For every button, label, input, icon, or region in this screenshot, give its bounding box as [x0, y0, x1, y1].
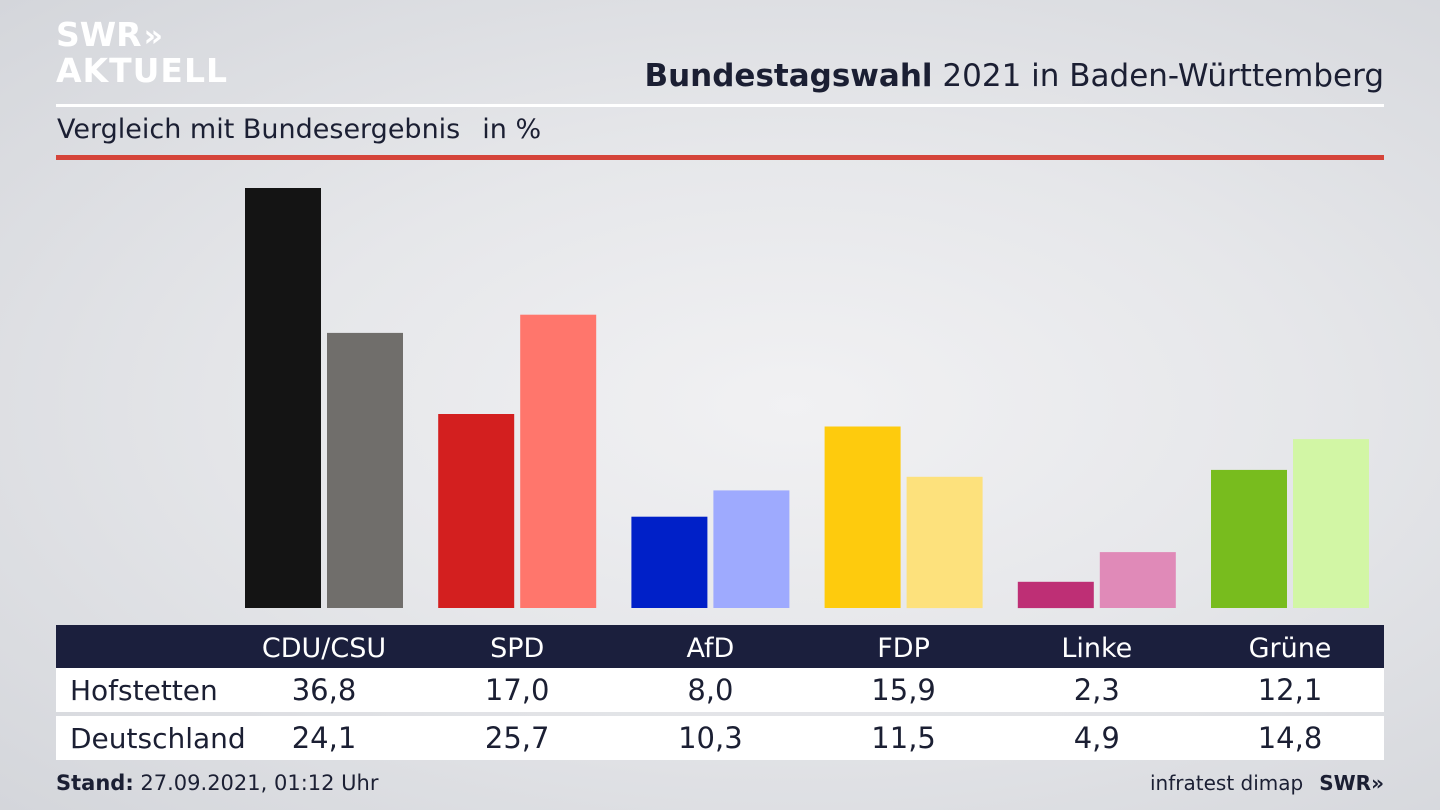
value-cell: 17,0 — [484, 673, 550, 707]
logo-aktuell-text: AKTUELL — [56, 51, 229, 90]
value-cell: 24,1 — [291, 721, 357, 755]
row-label: Deutschland — [70, 721, 246, 755]
bar-fdp-deutschland — [906, 476, 983, 609]
chart-unit: in % — [482, 114, 542, 145]
swr-brand-logo: SWR» — [1319, 771, 1384, 795]
column-header-linke: Linke — [1061, 633, 1133, 664]
bar-afd-deutschland — [713, 490, 790, 608]
logo-swr-text: SWR — [56, 15, 142, 54]
title-divider — [56, 104, 1384, 107]
timestamp-value: 27.09.2021, 01:12 Uhr — [133, 771, 379, 795]
value-cell: 8,0 — [687, 673, 734, 707]
column-header-cdu-csu: CDU/CSU — [261, 633, 387, 664]
bar-linke-deutschland — [1099, 552, 1176, 608]
chart-subtitle: Vergleich mit Bundesergebnis in % — [57, 114, 541, 145]
bar-fdp-hofstetten — [824, 426, 901, 608]
value-cell: 10,3 — [678, 721, 743, 755]
bar-spd-hofstetten — [438, 414, 515, 608]
chart-subtitle-text: Vergleich mit Bundesergebnis — [57, 114, 461, 145]
value-cell: 4,9 — [1073, 721, 1120, 755]
bar-gr-ne-hofstetten — [1211, 469, 1287, 608]
column-header-afd: AfD — [686, 633, 735, 664]
value-cell: 15,9 — [871, 673, 936, 707]
bar-cdu-csu-hofstetten — [245, 188, 321, 608]
value-cell: 2,3 — [1073, 673, 1120, 707]
source-text: infratest dimap — [1150, 771, 1304, 795]
bar-cdu-csu-deutschland — [327, 332, 403, 608]
chart-title: Bundestagswahl 2021 in Baden-Württemberg — [644, 58, 1384, 94]
bar-spd-deutschland — [520, 314, 597, 608]
bar-afd-hofstetten — [631, 516, 708, 608]
value-cell: 11,5 — [871, 721, 936, 755]
results-table: CDU/CSU SPD AfD FDP Linke Grüne Hofstetten 36,… — [56, 625, 1384, 760]
value-cell: 12,1 — [1257, 673, 1323, 707]
source-credit: infratest dimap SWR» — [1150, 771, 1384, 795]
timestamp: Stand: 27.09.2021, 01:12 Uhr — [56, 771, 379, 795]
chart-title-bold: Bundestagswahl — [644, 58, 933, 94]
value-cell: 14,8 — [1257, 721, 1323, 755]
table-header-row: CDU/CSU SPD AfD FDP Linke Grüne — [56, 625, 1384, 668]
timestamp-label: Stand: — [56, 771, 134, 795]
bar-gr-ne-deutschland — [1293, 439, 1369, 608]
table-row: Hofstetten 36,8 17,0 8,0 15,9 2,3 12,1 — [56, 668, 1384, 712]
column-header-fdp: FDP — [877, 633, 930, 664]
chart-title-rest: 2021 in Baden-Württemberg — [932, 58, 1384, 94]
bar-linke-hofstetten — [1017, 581, 1094, 609]
subtitle-divider — [56, 155, 1384, 160]
row-label: Hofstetten — [70, 673, 218, 707]
value-cell: 25,7 — [484, 721, 550, 755]
column-header-gr-ne: Grüne — [1248, 633, 1332, 664]
value-cell: 36,8 — [291, 673, 357, 707]
column-header-spd: SPD — [490, 633, 545, 664]
swr-aktuell-logo: SWR» AKTUELL — [56, 18, 228, 88]
table-row: Deutschland 24,1 25,7 10,3 11,5 4,9 14,8 — [56, 716, 1384, 760]
